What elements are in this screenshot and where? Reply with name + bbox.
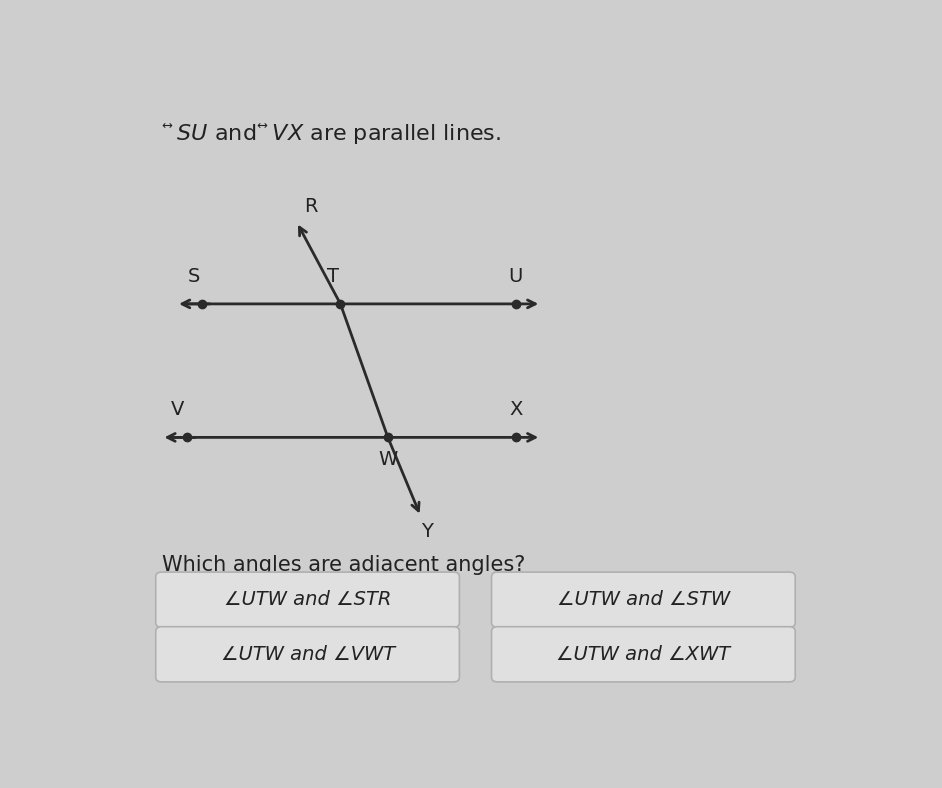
Text: Which angles are adjacent angles?: Which angles are adjacent angles? (162, 555, 525, 574)
Text: ∠UTW and ∠VWT: ∠UTW and ∠VWT (220, 645, 395, 663)
Text: X: X (509, 400, 522, 419)
Text: ∠UTW and ∠STR: ∠UTW and ∠STR (224, 590, 391, 609)
Text: $\overleftrightarrow{SU}$ and $\overleftrightarrow{VX}$ are parallel lines.: $\overleftrightarrow{SU}$ and $\overleft… (162, 121, 501, 147)
FancyBboxPatch shape (155, 572, 460, 627)
FancyBboxPatch shape (155, 626, 460, 682)
FancyBboxPatch shape (492, 572, 795, 627)
Text: V: V (171, 400, 185, 419)
Text: U: U (509, 266, 523, 286)
Text: S: S (188, 266, 201, 286)
Text: R: R (304, 197, 317, 216)
Text: Y: Y (421, 522, 432, 541)
Text: ∠UTW and ∠XWT: ∠UTW and ∠XWT (557, 645, 730, 663)
Text: ∠UTW and ∠STW: ∠UTW and ∠STW (557, 590, 730, 609)
FancyBboxPatch shape (492, 626, 795, 682)
Text: T: T (327, 266, 339, 286)
Text: W: W (379, 449, 398, 469)
